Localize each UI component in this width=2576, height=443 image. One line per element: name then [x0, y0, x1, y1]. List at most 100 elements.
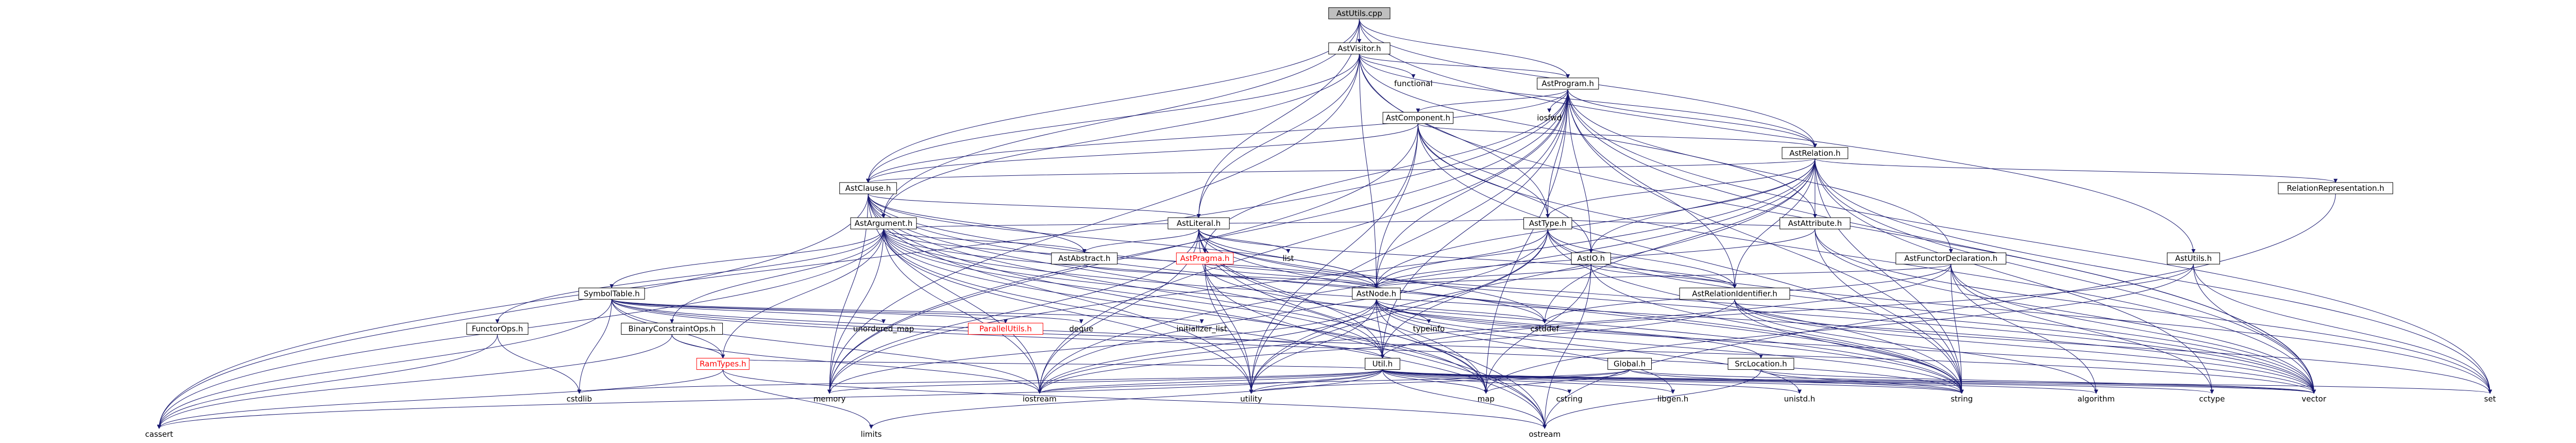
edge-ast-utils-cpp-to-ast-clause-h: [866, 19, 1360, 183]
node-box: [1607, 358, 1652, 370]
node-label: AstIO.h: [1577, 254, 1605, 263]
node-ast-component-h[interactable]: AstComponent.h: [1382, 112, 1454, 124]
node-box: [850, 217, 917, 229]
node-box: [839, 182, 897, 194]
node-string: string: [1951, 395, 1973, 404]
edge-util-h-to-libgen-h: [1382, 369, 1675, 394]
node-label: AstType.h: [1529, 219, 1567, 228]
edge-ast-program-h-to-string: [1567, 89, 1964, 394]
node-initializer-list: initializer_list: [1177, 324, 1227, 334]
node-ast-abstract-h[interactable]: AstAbstract.h: [1051, 252, 1118, 265]
node-label: BinaryConstraintOps.h: [629, 324, 716, 333]
edge-ast-io-h-to-ostream: [1543, 264, 1591, 429]
edge-functor-ops-h-to-cassert: [157, 334, 498, 429]
node-util-h[interactable]: Util.h: [1365, 358, 1400, 370]
node-ast-type-h[interactable]: AstType.h: [1523, 217, 1572, 229]
dependency-edges: [157, 19, 2493, 429]
edge-ast-literal-h-to-memory: [827, 229, 1199, 394]
edge-ast-node-h-to-libgen-h: [1376, 299, 1675, 394]
edge-ast-relation-h-to-set: [1815, 158, 2493, 394]
node-ast-clause-h[interactable]: AstClause.h: [839, 182, 897, 194]
node-ast-utils-h[interactable]: AstUtils.h: [2166, 252, 2220, 265]
edge-ast-clause-h-to-cassert: [157, 193, 869, 429]
node-label: FunctorOps.h: [472, 324, 523, 333]
node-cassert: cassert: [145, 430, 173, 439]
node-symbol-table-h[interactable]: SymbolTable.h: [578, 287, 645, 300]
node-ast-relation-h[interactable]: AstRelation.h: [1782, 147, 1849, 159]
node-box: [1328, 7, 1391, 20]
edge-ast-visitor-h-to-ast-clause-h: [866, 54, 1360, 183]
node-ast-io-h[interactable]: AstIO.h: [1571, 252, 1611, 265]
edge-ast-component-h-to-vector: [1417, 123, 2316, 394]
node-libgen-h: libgen.h: [1657, 395, 1688, 404]
node-ast-literal-h[interactable]: AstLiteral.h: [1167, 217, 1230, 229]
node-list: list: [1282, 254, 1294, 263]
node-ast-visitor-h[interactable]: AstVisitor.h: [1328, 42, 1391, 55]
node-src-location-h[interactable]: SrcLocation.h: [1727, 358, 1794, 370]
edge-ast-functor-declaration-h-to-iostream: [1037, 264, 1952, 394]
node-iosfwd: iosfwd: [1537, 113, 1562, 123]
edge-ast-program-h-to-vector: [1567, 89, 2316, 394]
edge-ast-attribute-h-to-set: [1815, 229, 2493, 394]
node-vector: vector: [2302, 395, 2327, 404]
edge-ast-clause-h-to-map: [868, 193, 1488, 394]
node-label: limits: [861, 430, 882, 439]
node-box: [1352, 287, 1401, 300]
node-cstring: cstring: [1556, 395, 1583, 404]
edge-util-h-to-ostream: [1382, 369, 1547, 429]
edge-ast-node-h-to-cstddef: [1376, 299, 1547, 324]
edge-ast-component-h-to-string: [1417, 123, 1964, 394]
node-set: set: [2484, 395, 2496, 404]
node-ast-argument-h[interactable]: AstArgument.h: [850, 217, 917, 229]
node-ast-utils-cpp[interactable]: AstUtils.cpp: [1328, 7, 1391, 20]
edge-ast-program-h-to-map: [1484, 89, 1568, 394]
edge-src-location-h-to-ostream: [1543, 369, 1761, 429]
node-box: [1780, 217, 1851, 229]
edge-ast-relation-identifier-h-to-algorithm: [1734, 299, 2098, 394]
node-ast-node-h[interactable]: AstNode.h: [1352, 287, 1401, 300]
edge-ast-relation-identifier-h-to-iostream: [1037, 299, 1735, 394]
node-ast-functor-declaration-h[interactable]: AstFunctorDeclaration.h: [1895, 252, 2007, 265]
node-ast-pragma-h[interactable]: AstPragma.h: [1176, 252, 1234, 265]
node-box: [696, 358, 750, 370]
edge-ast-io-h-to-map: [1484, 264, 1591, 394]
edge-symbol-table-h-to-deque: [611, 299, 1083, 324]
node-ast-attribute-h[interactable]: AstAttribute.h: [1780, 217, 1851, 229]
node-box: [1365, 358, 1400, 370]
node-binary-constraint-ops-h[interactable]: BinaryConstraintOps.h: [621, 322, 723, 335]
edge-symbol-table-h-to-parallel-utils-h: [611, 299, 1008, 324]
edge-src-location-h-to-vector: [1760, 369, 2316, 394]
edge-ast-argument-h-to-symbol-table-h: [609, 229, 884, 289]
node-label: AstComponent.h: [1386, 113, 1450, 123]
edge-ast-utils-h-to-set: [2193, 264, 2493, 394]
edge-ram-types-h-to-limits: [722, 369, 873, 429]
edge-global-h-to-iostream: [1038, 369, 1630, 394]
node-label: RamTypes.h: [700, 359, 746, 369]
edge-ast-literal-h-to-ostream: [1198, 229, 1547, 429]
node-relation-representation-h[interactable]: RelationRepresentation.h: [2278, 182, 2394, 194]
node-ast-relation-identifier-h[interactable]: AstRelationIdentifier.h: [1679, 287, 1790, 300]
node-label: cctype: [2199, 395, 2225, 404]
node-box: [1328, 42, 1391, 55]
node-global-h[interactable]: Global.h: [1607, 358, 1652, 370]
node-label: AstFunctorDeclaration.h: [1904, 254, 1997, 263]
node-label: AstUtils.cpp: [1336, 9, 1382, 18]
edge-ast-relation-h-to-vector: [1815, 158, 2316, 394]
edge-ast-relation-h-to-string: [1815, 158, 1964, 394]
node-label: Util.h: [1372, 359, 1393, 369]
node-parallel-utils-h[interactable]: ParallelUtils.h: [968, 322, 1043, 335]
edge-ast-functor-declaration-h-to-algorithm: [1951, 264, 2098, 394]
edge-ast-visitor-h-to-functional: [1359, 54, 1416, 78]
node-label: deque: [1069, 324, 1093, 333]
node-ast-program-h[interactable]: AstProgram.h: [1537, 77, 1599, 90]
edge-ast-visitor-h-to-ast-literal-h: [1196, 54, 1360, 218]
node-ram-types-h[interactable]: RamTypes.h: [696, 358, 750, 370]
edge-ast-visitor-h-to-memory: [827, 54, 1360, 394]
edge-ast-utils-h-to-util-h: [1380, 264, 2194, 359]
edge-ast-attribute-h-to-string: [1815, 229, 1964, 394]
node-label: AstUtils.h: [2175, 254, 2212, 263]
node-functor-ops-h[interactable]: FunctorOps.h: [466, 322, 529, 335]
node-unistd-h: unistd.h: [1784, 395, 1816, 404]
edge-ast-visitor-h-to-ast-node-h: [1359, 54, 1379, 289]
node-label: RelationRepresentation.h: [2287, 184, 2384, 193]
